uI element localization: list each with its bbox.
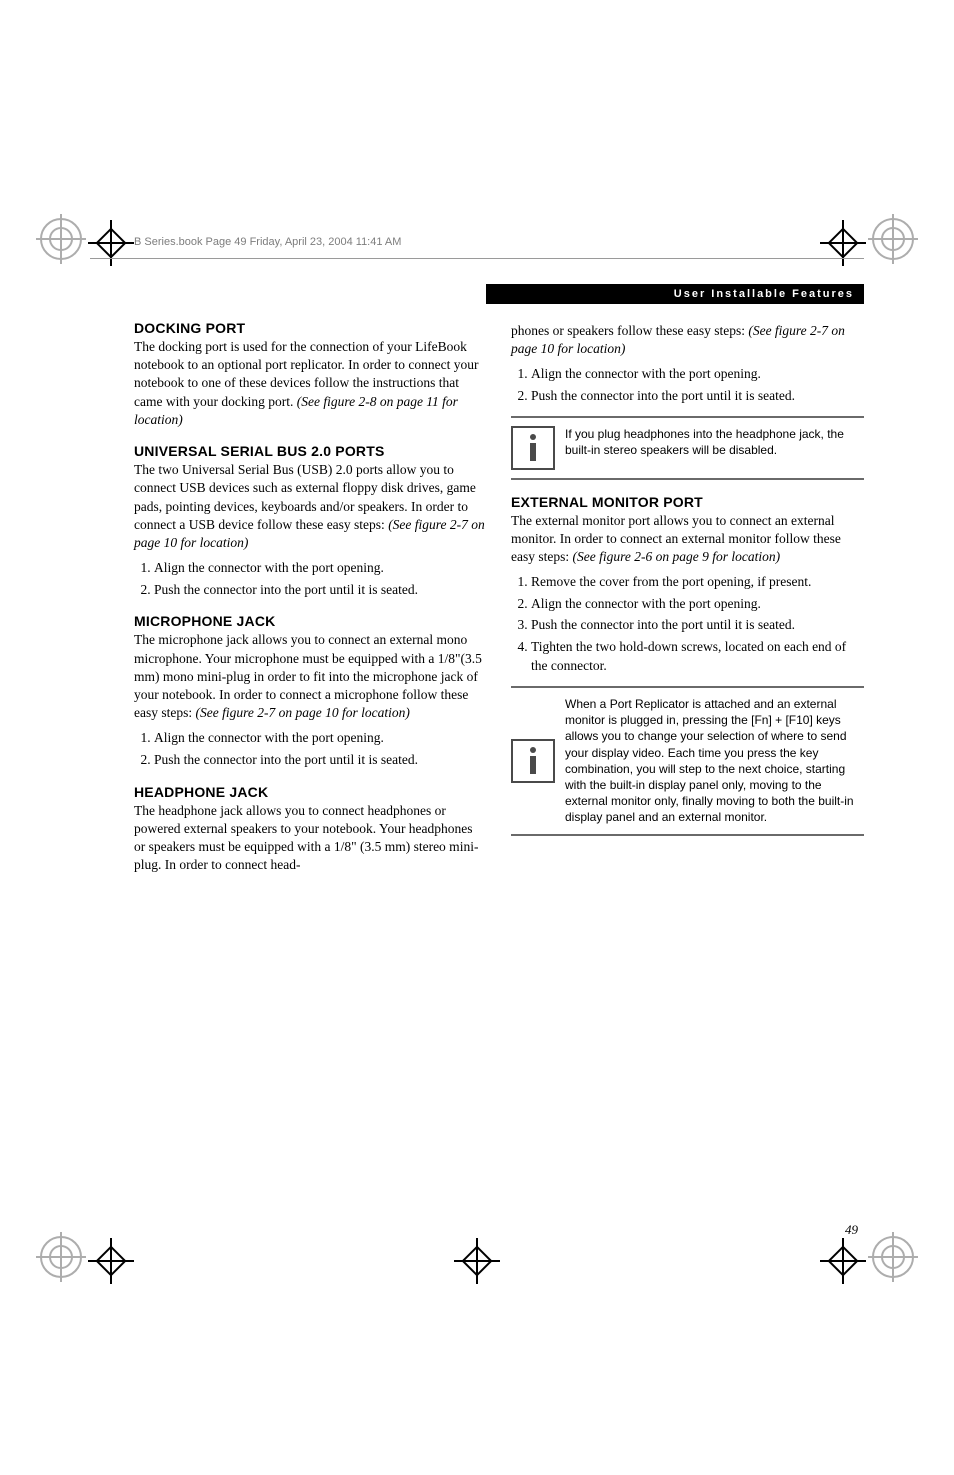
note-port-replicator: When a Port Replicator is attached and a… [511, 686, 864, 836]
list-item: Align the connector with the port openin… [154, 558, 487, 578]
heading-headphone: HEADPHONE JACK [134, 784, 487, 800]
steps-microphone: Align the connector with the port openin… [134, 728, 487, 769]
registration-mark-bottom-left [40, 1236, 82, 1278]
page-number: 49 [845, 1222, 858, 1238]
crosshair-top-left [94, 226, 128, 260]
heading-usb: UNIVERSAL SERIAL BUS 2.0 PORTS [134, 443, 487, 459]
note-text: If you plug headphones into the headphon… [565, 426, 864, 458]
body-usb: The two Universal Serial Bus (USB) 2.0 p… [134, 461, 487, 552]
crosshair-bottom-center [460, 1244, 494, 1278]
steps-usb: Align the connector with the port openin… [134, 558, 487, 599]
list-item: Push the connector into the port until i… [531, 615, 864, 635]
list-item: Align the connector with the port openin… [154, 728, 487, 748]
list-item: Push the connector into the port until i… [531, 386, 864, 406]
registration-mark-bottom-right [872, 1236, 914, 1278]
steps-external-monitor: Remove the cover from the port opening, … [511, 572, 864, 676]
info-icon [511, 426, 555, 470]
body-continuation: phones or speakers follow these easy ste… [511, 322, 864, 358]
list-item: Push the connector into the port until i… [154, 580, 487, 600]
crosshair-bottom-left [94, 1244, 128, 1278]
body-docking-port: The docking port is used for the connect… [134, 338, 487, 429]
heading-docking-port: DOCKING PORT [134, 320, 487, 336]
body-headphone: The headphone jack allows you to connect… [134, 802, 487, 875]
ref: (See figure 2-7 on page 10 for location) [196, 705, 410, 720]
body-external-monitor: The external monitor port allows you to … [511, 512, 864, 567]
heading-external-monitor: EXTERNAL MONITOR PORT [511, 494, 864, 510]
list-item: Tighten the two hold-down screws, locate… [531, 637, 864, 676]
running-head: B Series.book Page 49 Friday, April 23, … [134, 236, 401, 248]
info-icon [511, 739, 555, 783]
steps-headphone: Align the connector with the port openin… [511, 364, 864, 405]
crosshair-top-right [826, 226, 860, 260]
crosshair-bottom-right [826, 1244, 860, 1278]
list-item: Align the connector with the port openin… [531, 594, 864, 614]
heading-microphone: MICROPHONE JACK [134, 613, 487, 629]
header-rule [90, 258, 864, 259]
note-text: When a Port Replicator is attached and a… [565, 696, 864, 826]
list-item: Remove the cover from the port opening, … [531, 572, 864, 592]
list-item: Align the connector with the port openin… [531, 364, 864, 384]
ref: (See figure 2-6 on page 9 for location) [573, 549, 781, 564]
body-microphone: The microphone jack allows you to connec… [134, 631, 487, 722]
left-column: DOCKING PORT The docking port is used fo… [134, 320, 487, 880]
section-banner: User Installable Features [486, 284, 864, 304]
right-column: phones or speakers follow these easy ste… [511, 320, 864, 880]
note-headphone-disable: If you plug headphones into the headphon… [511, 416, 864, 480]
registration-mark-top-left [40, 218, 82, 260]
registration-mark-top-right [872, 218, 914, 260]
list-item: Push the connector into the port until i… [154, 750, 487, 770]
text: phones or speakers follow these easy ste… [511, 323, 748, 338]
